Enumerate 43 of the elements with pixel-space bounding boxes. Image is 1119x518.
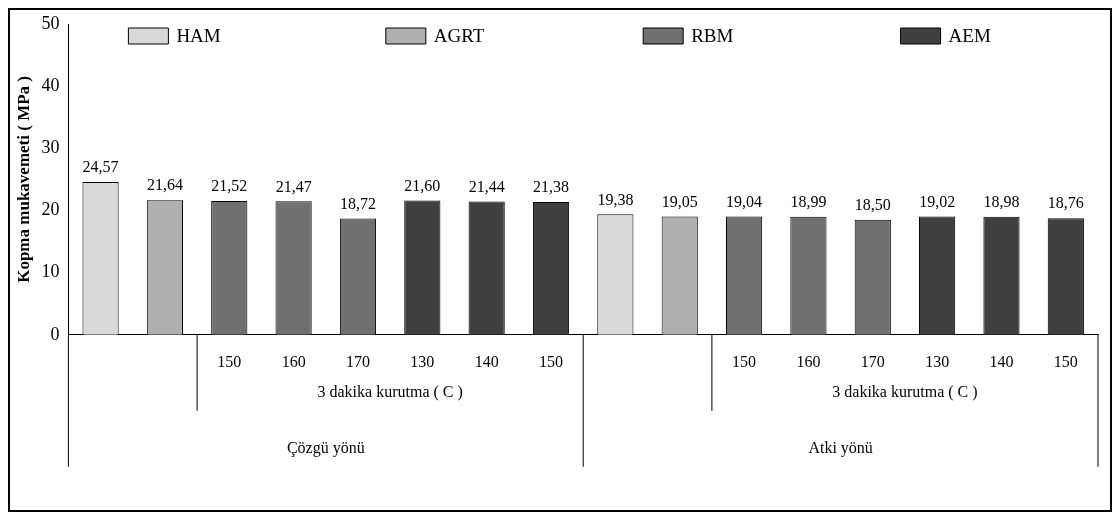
y-tick-label: 30 [41, 137, 60, 158]
legend-label: AGRT [433, 24, 485, 46]
data-label: 19,04 [726, 192, 763, 210]
data-label: 19,38 [597, 190, 634, 208]
x-tick-label: 130 [925, 352, 950, 370]
x-tick-label: 170 [860, 352, 885, 370]
text: Atki yönü [808, 439, 873, 457]
legend-label: AEM [948, 24, 991, 46]
legend-label: RBM [691, 24, 734, 46]
x-tick-label: 130 [410, 352, 435, 370]
y-tick-label: 0 [50, 323, 60, 344]
data-label: 24,57 [82, 158, 119, 176]
text: 3 dakika kurutma ( C ) [317, 383, 463, 401]
text: 3 dakika kurutma ( C ) [832, 383, 978, 401]
y-tick-label: 10 [41, 261, 60, 282]
data-label: 21,38 [533, 178, 570, 196]
x-tick-label: 150 [539, 352, 564, 370]
data-label: 21,47 [275, 177, 312, 195]
x-tick-label: 160 [281, 352, 306, 370]
data-label: 18,99 [790, 192, 827, 210]
x-tick-label: 170 [345, 352, 370, 370]
text: Çözgü yönü [286, 439, 365, 457]
y-tick-label: 20 [41, 199, 60, 220]
x-tick-label: 150 [1053, 352, 1078, 370]
x-tick-label: 140 [474, 352, 499, 370]
x-tick-label: 160 [796, 352, 821, 370]
data-label: 18,76 [1047, 194, 1084, 212]
data-label: 21,60 [404, 176, 441, 194]
data-label: 21,52 [211, 177, 248, 195]
data-label: 21,44 [468, 177, 505, 195]
data-label: 21,64 [146, 176, 183, 194]
data-label: 18,50 [854, 196, 891, 214]
y-axis-title: Kopma mukavemeti ( MPa ) [13, 75, 33, 283]
y-tick-label: 50 [41, 12, 60, 33]
x-tick-label: 150 [217, 352, 242, 370]
data-label: 19,05 [661, 192, 698, 210]
y-tick-label: 40 [41, 74, 60, 95]
data-label: 18,72 [339, 194, 376, 212]
x-tick-label: 150 [732, 352, 757, 370]
data-label: 18,98 [983, 193, 1020, 211]
x-tick-label: 140 [989, 352, 1014, 370]
data-label: 19,02 [919, 192, 956, 210]
legend-label: HAM [176, 24, 221, 46]
